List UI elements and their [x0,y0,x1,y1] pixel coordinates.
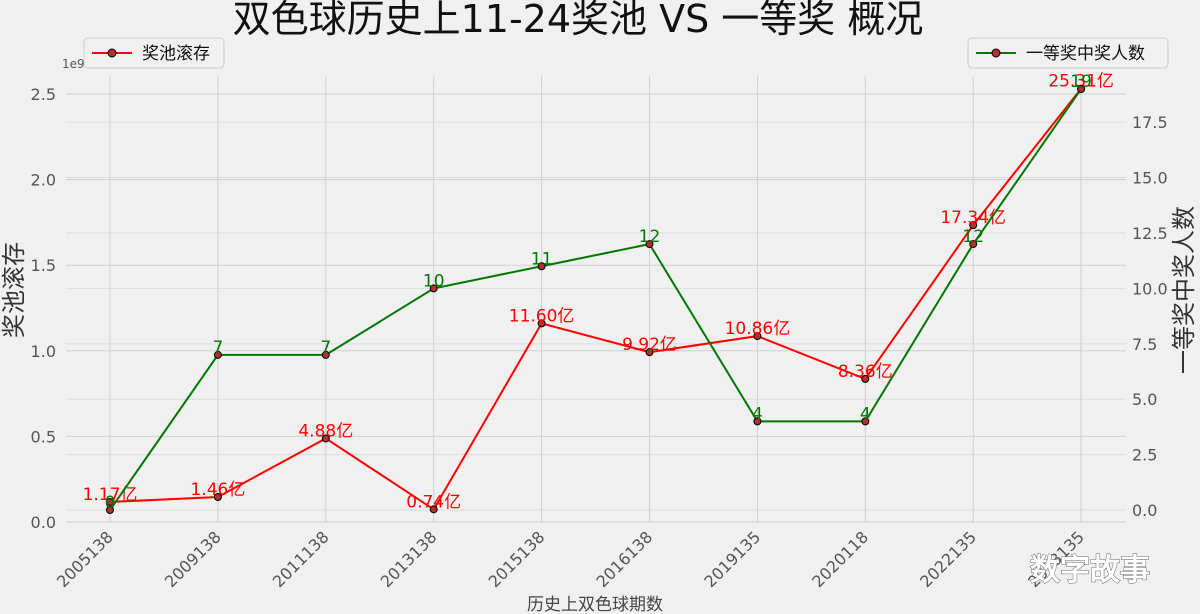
grid [66,76,1126,523]
data-label: 11 [531,249,553,269]
data-label: 25.31亿 [1048,72,1114,92]
left-axis-ticks: 0.0 0.5 1.0 1.5 2.0 2.5 [31,85,56,532]
data-label: 8.36亿 [838,362,893,382]
right-tick-label: 0.0 [1132,501,1157,520]
right-tick-label: 7.5 [1132,335,1157,354]
data-label: 4.88亿 [298,421,353,441]
data-label: 12 [962,227,984,247]
series-layer: 1.17亿 1.46亿4.88亿0.74亿11.60亿9.92亿10.86亿8.3… [83,72,1114,514]
data-label: 4 [752,404,763,424]
data-point [321,350,330,359]
data-label: 0 [105,493,116,513]
data-label: 9.92亿 [622,335,677,355]
series-line [109,88,1082,511]
left-axis-label: 奖池滚存 [0,242,28,338]
data-label: 7 [320,338,331,358]
data-label: 12 [639,227,661,247]
x-tick-label: 2020118 [808,527,872,591]
watermark: 数字故事 [1030,553,1150,588]
data-point [1077,85,1086,93]
data-label: 17.34亿 [940,208,1006,228]
data-point [969,221,978,230]
data-point [429,284,438,293]
right-tick-label: 10.0 [1132,279,1168,298]
data-label: 4 [860,404,871,424]
data-point [106,506,114,514]
data-label: 1.46亿 [190,480,245,500]
x-tick-label: 2015138 [485,527,549,591]
left-tick-label: 2.5 [31,85,56,104]
data-point [321,434,330,443]
right-axis-ticks: 0.0 2.5 5.0 7.5 10.0 12.5 15.0 17.5 [1132,113,1168,520]
data-label: 11.60亿 [509,306,575,326]
data-label: 19 [1070,72,1092,92]
data-point [213,350,222,359]
right-tick-label: 17.5 [1132,113,1168,132]
data-label: 7 [212,338,223,358]
x-tick-label: 2009138 [161,527,225,591]
left-tick-label: 2.0 [31,171,56,190]
data-label: 10 [423,271,445,291]
right-axis-label: 一等奖中奖人数 [1170,206,1198,374]
legend-pool-label: 奖池滚存 [142,44,210,64]
data-point [969,240,978,249]
legend-winners: 一等奖中奖人数 [967,37,1169,69]
left-tick-label: 0.5 [31,427,56,446]
series-winners: 0 7 7 10 11 12 4 4 12 19 [105,72,1092,514]
legend-pool: 奖池滚存 [83,37,225,69]
data-label: 10.86亿 [725,319,791,339]
x-tick-label: 2011138 [269,527,333,591]
right-tick-label: 2.5 [1132,446,1157,465]
x-axis-label: 历史上双色球期数 [527,595,663,614]
data-label: 0.74亿 [406,492,461,512]
chart-title: 双色球历史上11-24奖池 VS 一等奖 概况 [233,0,924,41]
right-tick-label: 15.0 [1132,169,1168,188]
data-point [753,332,762,341]
x-tick-label: 2019135 [700,527,764,591]
left-axis-multiplier: 1e9 [62,57,85,71]
left-tick-label: 1.5 [31,256,56,275]
data-point [537,319,546,328]
data-point [106,497,114,506]
data-point [861,374,870,383]
right-tick-label: 5.0 [1132,390,1157,409]
data-point [645,240,654,249]
left-tick-label: 1.0 [31,342,56,361]
series-pool: 1.17亿 1.46亿4.88亿0.74亿11.60亿9.92亿10.86亿8.3… [83,72,1114,514]
x-axis-ticks: 2005138 2009138 2011138 2013138 2015138 20161… [53,527,1088,591]
x-tick-label: 2016138 [593,527,657,591]
data-point [213,493,222,502]
data-point [429,505,438,514]
x-tick-label: 2005138 [53,527,117,591]
right-tick-label: 12.5 [1132,224,1168,243]
data-point [753,417,762,426]
x-tick-label: 2022135 [916,527,980,591]
series-line [109,88,1082,511]
legend-winners-label: 一等奖中奖人数 [1026,44,1145,64]
x-tick-label: 2013138 [377,527,441,591]
data-point [645,348,654,357]
data-point [861,417,870,426]
data-point [537,262,546,271]
left-tick-label: 0.0 [31,513,56,532]
